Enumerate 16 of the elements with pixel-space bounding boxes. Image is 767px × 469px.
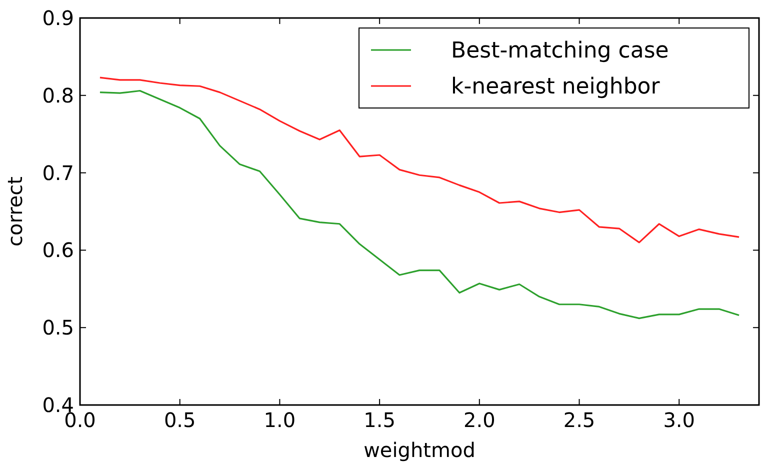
x-tick-label: 0.5 [164,408,196,432]
y-tick-label: 0.9 [42,6,74,30]
legend-label: Best-matching case [451,38,669,64]
x-tick-label: 2.5 [563,408,596,432]
y-tick-label: 0.5 [42,316,74,340]
y-tick-label: 0.7 [42,160,74,185]
y-tick-label: 0.6 [42,238,74,262]
x-tick-label: 1.5 [364,408,396,432]
y-tick-label: 0.8 [42,83,74,108]
x-axis-title: weightmod [364,438,476,462]
y-axis-title: correct [3,176,27,247]
x-tick-label: 3.0 [663,408,696,432]
x-tick-label: 2.0 [464,408,496,432]
legend-label: k-nearest neighbor [451,74,661,100]
line-series [99,76,740,244]
x-tick-label: 1.0 [264,408,296,432]
